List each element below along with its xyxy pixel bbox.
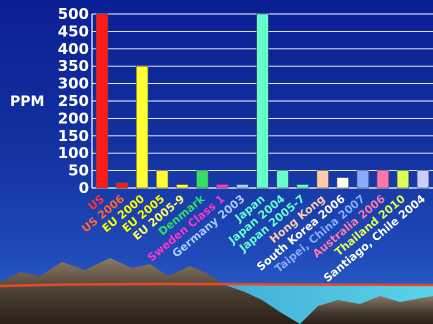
bar bbox=[136, 65, 149, 189]
y-tick-label: 450 bbox=[58, 22, 89, 40]
y-tick-label: 250 bbox=[58, 92, 89, 110]
landscape-decoration bbox=[0, 258, 433, 324]
y-tick-label: 500 bbox=[58, 5, 89, 23]
bars bbox=[95, 13, 430, 189]
bar bbox=[356, 170, 369, 189]
bar bbox=[95, 13, 109, 189]
y-tick-label: 100 bbox=[58, 144, 89, 162]
bar bbox=[196, 170, 209, 189]
y-tick-label: 350 bbox=[58, 57, 89, 75]
bar bbox=[416, 170, 430, 189]
bar bbox=[115, 182, 129, 189]
bar bbox=[276, 170, 289, 189]
y-axis-label: PPM bbox=[10, 94, 44, 110]
bar bbox=[156, 170, 169, 189]
y-tick-label: 0 bbox=[79, 179, 89, 197]
bar bbox=[396, 170, 410, 189]
bar bbox=[316, 170, 329, 189]
bar bbox=[176, 184, 189, 189]
y-tick-label: 300 bbox=[58, 75, 89, 93]
bar bbox=[296, 184, 309, 189]
bar bbox=[336, 177, 349, 189]
bar bbox=[256, 13, 269, 189]
bar bbox=[216, 184, 229, 189]
bar bbox=[376, 170, 389, 189]
y-tick-label: 200 bbox=[58, 109, 89, 127]
y-tick-label: 50 bbox=[68, 162, 89, 180]
y-tick-label: 400 bbox=[58, 40, 89, 58]
bar bbox=[236, 184, 249, 189]
y-tick-label: 150 bbox=[58, 127, 89, 145]
